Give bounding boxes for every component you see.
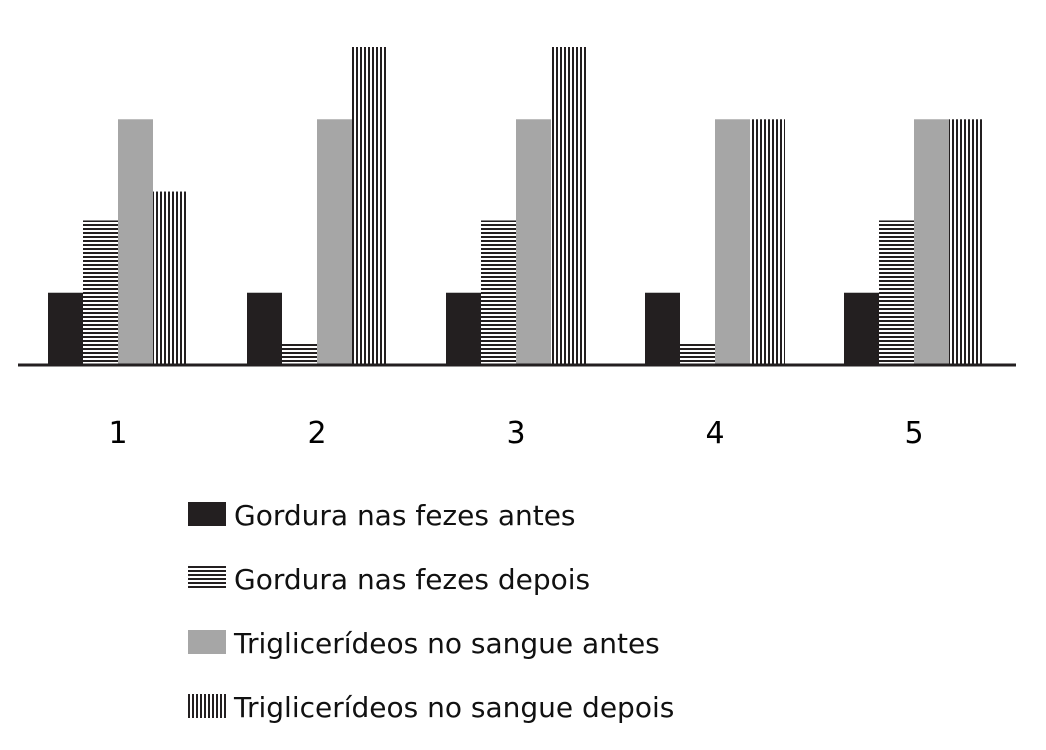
legend-label: Gordura nas fezes depois <box>234 563 591 596</box>
bar-gordura-depois-3 <box>481 220 516 365</box>
bar-gordura-antes-2 <box>247 292 282 365</box>
bar-triglicerideos-antes-1 <box>118 119 153 365</box>
x-tick-label: 1 <box>108 416 127 451</box>
legend-label: Triglicerídeos no sangue antes <box>234 627 660 660</box>
x-tick-label: 5 <box>904 416 923 451</box>
bar-gordura-depois-4 <box>680 343 715 365</box>
bar-gordura-depois-2 <box>282 343 317 365</box>
bar-gordura-depois-5 <box>879 220 914 365</box>
x-tick-label: 3 <box>506 416 525 451</box>
bar-gordura-antes-1 <box>48 292 83 365</box>
bar-gordura-depois-1 <box>83 220 118 365</box>
legend-swatch-solid-black <box>188 502 226 526</box>
bar-triglicerideos-antes-3 <box>516 119 551 365</box>
bar-triglicerideos-depois-5 <box>949 119 984 365</box>
bars-group <box>48 47 984 365</box>
legend-swatch-vertical-stripes <box>188 694 226 718</box>
bar-gordura-antes-3 <box>446 292 481 365</box>
bar-triglicerideos-antes-4 <box>715 119 750 365</box>
bar-gordura-antes-4 <box>645 292 680 365</box>
bar-chart: 1 2 3 4 5 <box>18 47 1016 451</box>
legend-label: Gordura nas fezes antes <box>234 499 576 532</box>
x-tick-labels: 1 2 3 4 5 <box>108 416 923 451</box>
bar-triglicerideos-depois-4 <box>750 119 785 365</box>
bar-triglicerideos-depois-1 <box>153 191 188 365</box>
legend-label: Triglicerídeos no sangue depois <box>234 691 675 724</box>
bar-triglicerideos-antes-2 <box>317 119 352 365</box>
legend-swatch-horizontal-stripes <box>188 566 226 590</box>
bar-triglicerideos-depois-3 <box>551 47 586 365</box>
x-tick-label: 2 <box>307 416 326 451</box>
x-tick-label: 4 <box>705 416 724 451</box>
legend-swatch-solid-gray <box>188 630 226 654</box>
bar-gordura-antes-5 <box>844 292 879 365</box>
bar-triglicerideos-depois-2 <box>352 47 387 365</box>
bar-triglicerideos-antes-5 <box>914 119 949 365</box>
